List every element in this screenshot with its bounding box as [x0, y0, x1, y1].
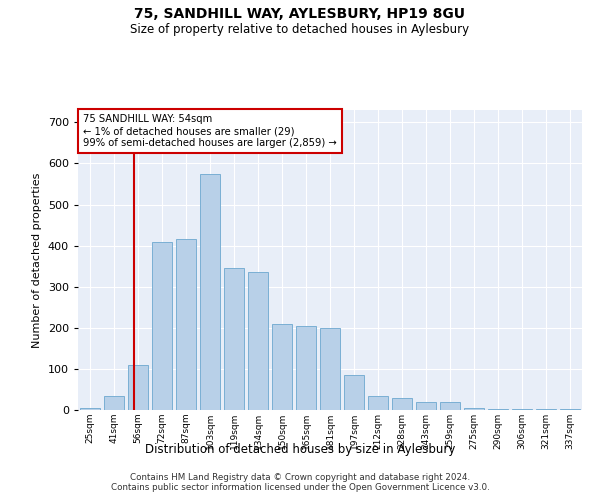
Bar: [272, 324, 292, 410]
Y-axis label: Number of detached properties: Number of detached properties: [32, 172, 42, 348]
Bar: [512, 409, 532, 410]
Text: Distribution of detached houses by size in Aylesbury: Distribution of detached houses by size …: [145, 442, 455, 456]
Text: Contains HM Land Registry data © Crown copyright and database right 2024.
Contai: Contains HM Land Registry data © Crown c…: [110, 472, 490, 492]
Bar: [152, 242, 172, 410]
Bar: [344, 375, 364, 410]
Bar: [80, 408, 100, 410]
Bar: [416, 402, 436, 410]
Bar: [200, 174, 220, 410]
Bar: [128, 365, 148, 410]
Bar: [248, 272, 268, 410]
Bar: [488, 409, 508, 410]
Bar: [176, 240, 196, 410]
Bar: [296, 326, 316, 410]
Bar: [320, 328, 340, 410]
Text: 75 SANDHILL WAY: 54sqm
← 1% of detached houses are smaller (29)
99% of semi-deta: 75 SANDHILL WAY: 54sqm ← 1% of detached …: [83, 114, 337, 148]
Bar: [464, 408, 484, 410]
Bar: [560, 409, 580, 410]
Bar: [392, 398, 412, 410]
Bar: [440, 402, 460, 410]
Bar: [104, 396, 124, 410]
Bar: [536, 409, 556, 410]
Text: Size of property relative to detached houses in Aylesbury: Size of property relative to detached ho…: [130, 22, 470, 36]
Bar: [368, 396, 388, 410]
Text: 75, SANDHILL WAY, AYLESBURY, HP19 8GU: 75, SANDHILL WAY, AYLESBURY, HP19 8GU: [134, 8, 466, 22]
Bar: [224, 268, 244, 410]
